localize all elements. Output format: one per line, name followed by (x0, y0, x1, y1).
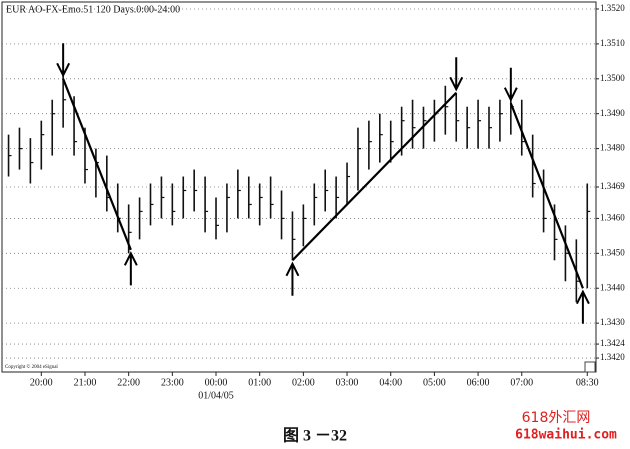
arrow (503, 67, 518, 102)
arrow (449, 57, 464, 92)
x-tick-label: 08:30 (576, 377, 599, 388)
x-tick-label: 03:00 (336, 377, 359, 388)
x-tick-label: 06:00 (467, 377, 490, 388)
y-tick-label: 1.3500 (600, 73, 625, 83)
y-tick-label: 1.3469 (600, 181, 625, 191)
x-tick-label: 22:00 (117, 377, 140, 388)
watermark: 618waihui.com (515, 428, 617, 443)
x-tick-label: 02:00 (292, 377, 315, 388)
chart-title: EUR AO-FX-Emo.51 120 Days.0:00-24:00 (6, 4, 180, 15)
y-tick-label: 1.3480 (600, 143, 625, 153)
y-tick-label: 1.3460 (600, 212, 625, 222)
x-tick-label: 04:00 (379, 377, 402, 388)
copyright: Copyright © 2004 eSignal (5, 364, 58, 370)
y-tick-label: 1.3450 (600, 247, 625, 257)
x-tick-label: 23:00 (161, 377, 184, 388)
x-tick-label: 01:00 (248, 377, 271, 388)
trendline (509, 102, 584, 289)
x-tick-label: 07:00 (510, 377, 533, 388)
x-tick-label: 20:00 (30, 377, 53, 388)
x-tick-label: 21:00 (74, 377, 97, 388)
y-tick-label: 1.3520 (600, 3, 625, 13)
arrow (123, 251, 138, 286)
x-tick-label: 05:00 (423, 377, 446, 388)
caption: 图 3 －32 (283, 427, 347, 445)
trendline (62, 78, 132, 251)
y-tick-label: 1.3510 (600, 38, 625, 48)
x-tick-label: 00:00 (205, 377, 228, 388)
trendline (291, 91, 458, 262)
arrow (285, 261, 300, 296)
arrow (576, 289, 590, 324)
y-tick-label: 1.3424 (600, 338, 625, 348)
y-tick-label: 1.3440 (600, 282, 625, 292)
watermark: 618外汇网 (522, 410, 591, 426)
arrow (56, 43, 71, 78)
y-tick-label: 1.3420 (600, 352, 625, 362)
y-tick-label: 1.3430 (600, 317, 625, 327)
scroll-icon (584, 361, 596, 373)
y-tick-label: 1.3490 (600, 108, 625, 118)
date-label: 01/04/05 (198, 390, 234, 401)
